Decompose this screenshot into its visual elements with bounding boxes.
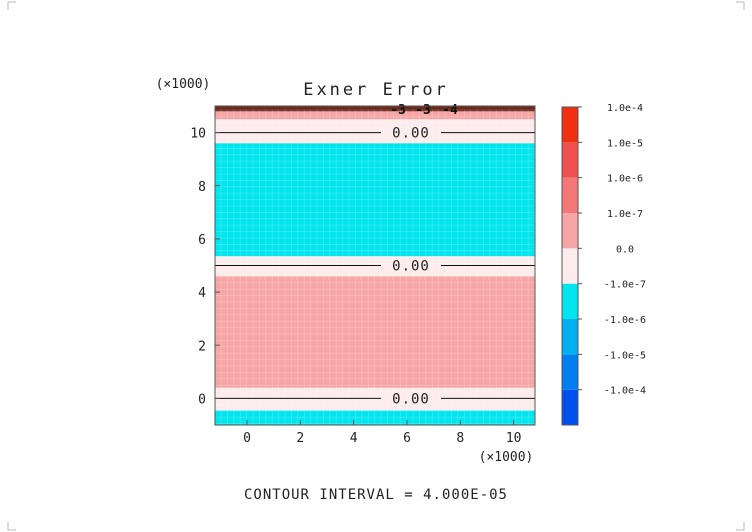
plot-area [215, 106, 535, 425]
colorbar-label-8: 1.0e-4 [607, 103, 643, 114]
x-tick-label: 8 [456, 431, 464, 446]
top-contour-labels: -3 -3 -4 [390, 103, 458, 118]
colorbar-label-1: -1.0e-5 [604, 350, 646, 361]
x-tick-label: 10 [506, 431, 522, 446]
x-axis: 0 2 4 6 8 10 [243, 420, 521, 446]
contour-interval-footer: CONTOUR INTERVAL = 4.000E-05 [244, 487, 508, 503]
colorbar-label-4: 0.0 [616, 244, 634, 255]
colorbar-label-2: -1.0e-6 [604, 315, 646, 326]
colorbar-swatch-2 [562, 319, 578, 355]
y-tick-label: 10 [190, 127, 206, 142]
contour-label-0: 0.00 [392, 391, 430, 407]
contour-label-2: 0.00 [392, 126, 430, 142]
field-band-3 [215, 256, 535, 277]
colorbar-swatch-4 [562, 248, 578, 284]
colorbar-swatch-5 [562, 213, 578, 249]
chart-title: Exner Error [303, 80, 449, 100]
x-tick-label: 0 [243, 431, 251, 446]
colorbar-label-6: 1.0e-6 [607, 174, 643, 185]
colorbar-label-0: -1.0e-4 [604, 386, 646, 397]
field-band-0 [215, 410, 535, 425]
field-band-1 [215, 387, 535, 411]
colorbar-swatch-7 [562, 142, 578, 178]
colorbar-swatch-3 [562, 283, 578, 319]
y-tick-label: 4 [198, 286, 206, 301]
y-scale-label: (×1000) [156, 77, 211, 92]
field-band-4 [215, 143, 535, 257]
contour-lines: 0.00 0.00 0.00 [215, 126, 535, 407]
contour-label-1: 0.00 [392, 259, 430, 275]
y-tick-label: 0 [198, 392, 206, 407]
colorbar-swatch-8 [562, 107, 578, 143]
crop-marks [7, 1, 745, 531]
top-contour-label-1: -3 [415, 103, 431, 118]
y-tick-label: 6 [198, 233, 206, 248]
field-band-5 [215, 119, 535, 144]
colorbar: -1.0e-4 -1.0e-5 -1.0e-6 -1.0e-7 0.0 1.0e-7 1.0… [561, 103, 646, 426]
colorbar-swatch-0 [562, 389, 578, 425]
colorbar-swatch-1 [562, 354, 578, 390]
colorbar-frame [561, 106, 579, 426]
y-tick-label: 8 [198, 180, 206, 195]
field-band-7 [215, 106, 535, 112]
plot-frame [214, 105, 536, 426]
top-contour-label-0: -3 [390, 103, 406, 118]
colorbar-label-5: 1.0e-7 [607, 209, 643, 220]
colorbar-label-7: 1.0e-5 [607, 138, 643, 149]
y-tick-label: 2 [198, 339, 206, 354]
top-contour-label-2: -4 [442, 103, 458, 118]
x-scale-label: (×1000) [479, 450, 534, 465]
x-tick-label: 4 [350, 431, 358, 446]
x-tick-label: 2 [296, 431, 304, 446]
plot-grid [215, 109, 535, 425]
y-axis: 0 2 4 6 8 10 [190, 127, 220, 407]
colorbar-swatch-6 [562, 177, 578, 213]
field-band-6 [215, 111, 535, 120]
colorbar-label-3: -1.0e-7 [604, 280, 646, 291]
x-tick-label: 6 [403, 431, 411, 446]
field-band-2 [215, 276, 535, 388]
